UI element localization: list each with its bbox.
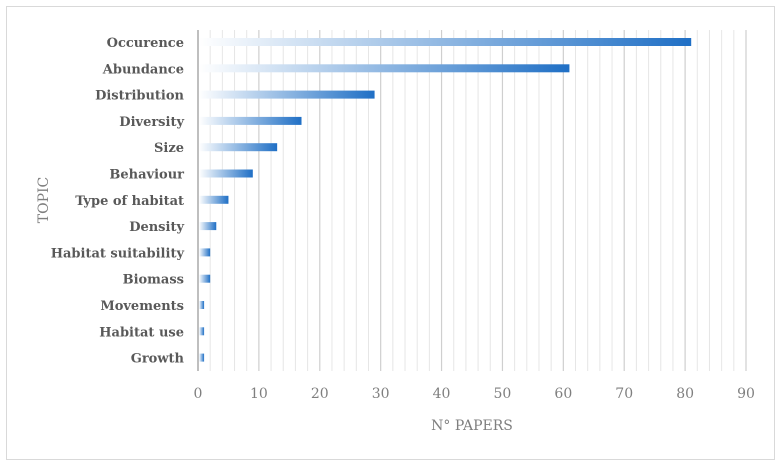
category-label: Biomass [123,273,184,288]
category-label: Diversity [119,115,184,130]
bar-movements [199,301,205,309]
bar-habitat-use [199,327,205,336]
x-tick-label: 90 [737,386,755,402]
x-axis-title: N° PAPERS [431,418,513,434]
x-tick-label: 10 [250,386,268,402]
x-tick-label: 50 [494,386,512,402]
bar-behaviour [199,169,253,178]
x-tick-label: 80 [676,386,694,402]
bar-size [199,143,278,152]
gridlines [197,30,747,371]
x-tick-labels: 0 10 20 30 40 50 60 70 80 90 [194,386,755,402]
category-label: Behaviour [109,168,184,183]
bar-occurence [199,38,692,46]
bar-diversity [199,116,302,125]
x-tick-label: 20 [311,386,329,402]
y-axis-title: TOPIC [36,177,52,223]
bar-habitat-suitability [199,248,211,257]
category-label: Occurence [107,36,184,51]
category-label: Distribution [95,89,184,104]
category-label: Type of habitat [75,194,184,209]
category-label: Growth [131,352,185,367]
category-label: Density [129,220,184,235]
x-tick-label: 0 [194,386,203,402]
x-tick-label: 40 [433,386,451,402]
bar-density [199,222,217,231]
bar-abundance [199,64,570,73]
x-tick-label: 30 [372,386,390,402]
bars [199,38,692,362]
category-label: Abundance [102,62,184,77]
bar-biomass [199,274,211,283]
bar-type-of-habitat [199,195,229,204]
bar-growth [199,353,205,362]
category-label: Size [154,141,184,156]
category-label: Movements [100,299,184,314]
x-tick-label: 60 [554,386,572,402]
category-label: Habitat suitability [51,246,185,261]
category-labels: Occurence Abundance Distribution Diversity S… [51,36,185,367]
category-label: Habitat use [99,325,184,340]
bar-distribution [199,90,375,99]
x-tick-label: 70 [615,386,633,402]
chart-frame [6,6,775,460]
